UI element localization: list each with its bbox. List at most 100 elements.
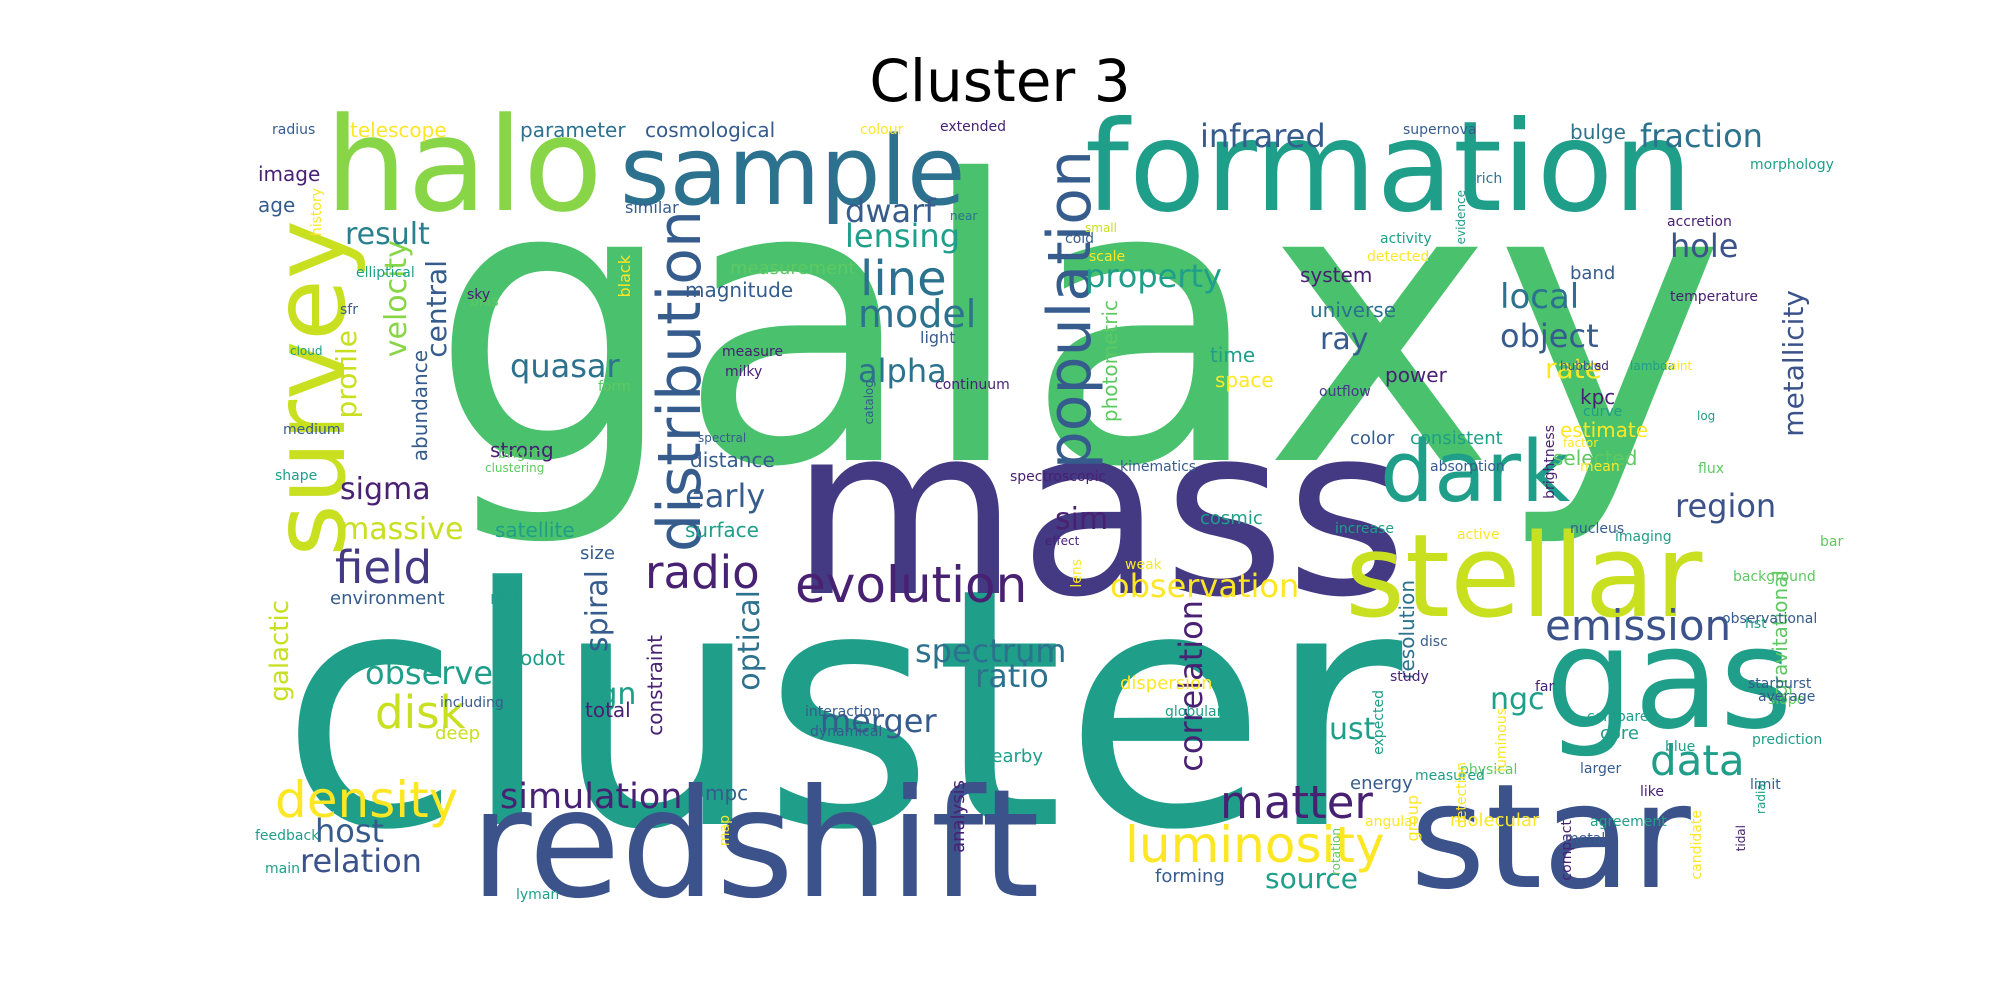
word-galactic: galactic (265, 600, 295, 702)
word-dynamical: dynamical (810, 724, 883, 740)
word-black: black (615, 255, 634, 298)
word-resolution: resolution (1395, 580, 1419, 680)
word-surface: surface (685, 518, 759, 542)
word-limit: limit (1750, 777, 1781, 793)
word-forming: forming (1155, 866, 1225, 887)
word-cloud: cloud (290, 344, 323, 358)
word-physical: physical (1460, 762, 1518, 778)
word-dispersion: dispersion (1120, 673, 1213, 694)
word-evidence: evidence (1454, 190, 1468, 245)
word-matter: matter (1220, 776, 1373, 829)
word-flux: flux (1698, 461, 1724, 477)
word-cold: cold (1065, 231, 1095, 247)
word-extended: extended (940, 119, 1007, 135)
word-study: study (1390, 669, 1429, 685)
word-nearby: nearby (980, 746, 1043, 767)
word-mass: mass (790, 376, 1408, 649)
word-luminosity: luminosity (1125, 816, 1385, 874)
word-slope: slope (1768, 692, 1806, 708)
word-sd: sd (1595, 359, 1609, 373)
word-property: property (1085, 257, 1222, 295)
word-simulation: simulation (500, 777, 683, 817)
word-bright: bright (498, 446, 540, 462)
word-bulge: bulge (1570, 120, 1626, 144)
word-average: average (1758, 689, 1816, 705)
word-sample: sample (620, 117, 966, 227)
word-near: near (950, 209, 978, 223)
word-consistent: consistent (1410, 428, 1503, 449)
word-evolution: evolution (795, 556, 1028, 614)
word-detected: detected (1367, 249, 1430, 265)
word-analysis: analysis (948, 780, 969, 853)
word-background: background (1733, 569, 1816, 585)
word-continuum: continuum (935, 377, 1010, 393)
word-supernova: supernova (1403, 122, 1477, 138)
word-estimate: estimate (1560, 418, 1649, 442)
word-shape: shape (275, 468, 318, 484)
word-fraction: fraction (1640, 117, 1763, 155)
word-blue: blue (1665, 739, 1696, 755)
word-medium: medium (283, 422, 341, 438)
word-log: log (1697, 409, 1716, 423)
word-factor: factor (1563, 436, 1599, 450)
word-color: color (1350, 428, 1395, 449)
word-deep: deep (435, 723, 480, 744)
word-activity: activity (1380, 231, 1432, 247)
word-model: model (858, 292, 977, 336)
word-lyman: lyman (516, 887, 560, 903)
word-effect: effect (1045, 534, 1080, 548)
word-increase: increase (1335, 521, 1395, 537)
word-sim: sim (1055, 502, 1109, 537)
word-space: space (1215, 368, 1274, 392)
word-gas: gas (1545, 598, 1793, 761)
word-weak: weak (1125, 557, 1162, 573)
word-redshift: redshift (470, 758, 1040, 932)
word-spiral: spiral (580, 570, 615, 653)
word-small: small (1085, 221, 1117, 235)
word-similar: similar (625, 198, 679, 217)
word-odot: odot (520, 646, 566, 670)
word-radio: radio (645, 546, 760, 599)
word-environment: environment (330, 588, 445, 609)
word-alpha: alpha (858, 352, 947, 390)
word-colour: colour (860, 122, 904, 138)
word-stellar: stellar (1345, 510, 1703, 644)
word-like: like (1640, 784, 1665, 800)
word-feedback: feedback (255, 828, 320, 844)
word-object: object (1500, 317, 1599, 355)
word-age: age (258, 193, 296, 217)
word-clustering: clustering (485, 461, 545, 475)
word-emission: emission (1545, 601, 1732, 650)
word-including: including (440, 695, 504, 711)
word-observed: observed (365, 654, 514, 692)
word-cluster: cluster (280, 518, 1403, 902)
word-luminous: luminous (1494, 708, 1510, 772)
word-total: total (585, 698, 631, 722)
word-catalog: catalog (862, 380, 876, 425)
word-history: history (309, 188, 325, 237)
word-agreement: agreement (1590, 814, 1667, 830)
word-rich: rich (1476, 171, 1503, 187)
word-hubble: hubble (1560, 359, 1602, 373)
word-spectroscopic: spectroscopic (1010, 469, 1107, 485)
word-brightness: brightness (1542, 425, 1558, 499)
word-distance: distance (690, 448, 775, 472)
word-selected: selected (1553, 446, 1638, 470)
word-energy: energy (1350, 773, 1413, 794)
word-cosmological: cosmological (645, 118, 776, 142)
word-angular: angular (1365, 814, 1419, 830)
word-metallicity: metallicity (1777, 290, 1810, 437)
word-candidate: candidate (1689, 810, 1705, 880)
word-local: local (1500, 277, 1580, 317)
word-telescope: telescope (350, 118, 447, 142)
word-radial: radial (1754, 780, 1768, 814)
word-dust: dust (1310, 712, 1376, 747)
word-spectrum: spectrum (915, 632, 1067, 670)
word-temperature: temperature (1670, 289, 1758, 305)
word-form: form (598, 379, 631, 395)
word-starburst: starburst (1748, 676, 1812, 692)
word-ratio: ratio (975, 657, 1049, 695)
word-dwarf: dwarf (845, 192, 936, 230)
word-central: central (420, 260, 453, 358)
